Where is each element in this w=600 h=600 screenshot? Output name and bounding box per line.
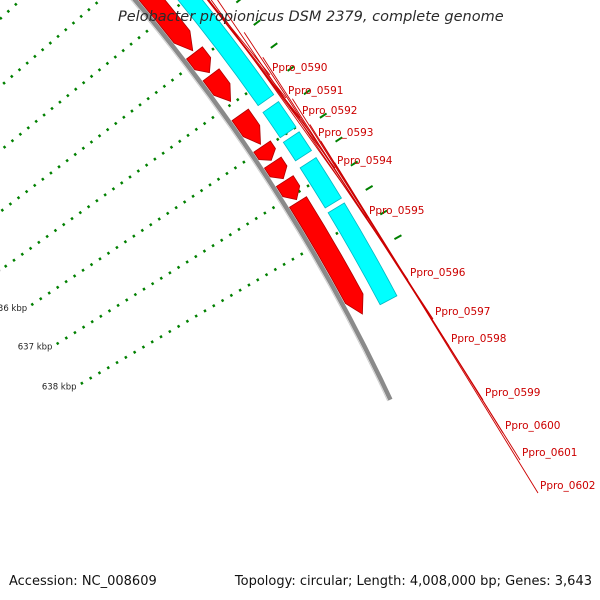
gene-leader-line: [207, 0, 287, 99]
gene-label: Ppro_0596: [410, 267, 466, 279]
cyan-feature-block: [327, 202, 398, 306]
cyan-feature-block: [262, 101, 297, 139]
minor-tick: [303, 88, 312, 96]
gene-leader-line: [334, 162, 539, 494]
gene-label: Ppro_0590: [272, 62, 327, 74]
scale-labels: 629 kbp630 kbp631 kbp632 kbp633 kbp634 k…: [0, 266, 77, 393]
minor-tick: [350, 160, 359, 167]
gene-label: Ppro_0592: [302, 105, 357, 117]
gene-label: Ppro_0602: [540, 480, 595, 492]
gene-label-leaders: [206, 0, 539, 494]
cyan-feature-block: [299, 157, 342, 209]
scale-label: 637 kbp: [18, 343, 53, 353]
scale-label: 636 kbp: [0, 304, 27, 314]
gene-label: Ppro_0600: [505, 420, 560, 432]
gene-leader-line: [207, 0, 271, 76]
cds-arrow: [288, 196, 364, 315]
minor-tick: [286, 65, 295, 72]
gene-label: Ppro_0598: [451, 333, 506, 345]
tick-line: [0, 0, 23, 21]
minor-tick: [335, 136, 343, 143]
gene-labels: Ppro_0590 Ppro_0591 Ppro_0592 Ppro_0593 Ppro…: [272, 62, 595, 492]
accession-text: Accession: NC_008609: [9, 574, 157, 589]
backbone-line: [132, 0, 393, 401]
backbone-highlight: [130, 0, 389, 402]
cds-arrow: [231, 108, 261, 145]
cds-arrow: [202, 68, 232, 102]
cds-arrow: [263, 156, 288, 180]
cyan-feature-block: [282, 131, 313, 162]
minor-tick: [253, 19, 261, 26]
minor-tick: [235, 0, 242, 4]
outer-feature-ring: [177, 0, 398, 306]
gene-label: Ppro_0601: [522, 447, 577, 459]
minor-tick: [365, 184, 374, 191]
gene-label: Ppro_0595: [369, 205, 424, 217]
backbone-ring: [130, 0, 393, 402]
genome-summary-text: Topology: circular; Length: 4,008,000 bp…: [234, 574, 592, 589]
gene-label: Ppro_0599: [485, 387, 540, 399]
cds-arrow: [138, 0, 194, 52]
gene-label: Ppro_0594: [337, 155, 393, 167]
tick-line: [0, 0, 48, 56]
minor-tick: [319, 112, 328, 119]
map-title: Pelobacter propionicus DSM 2379, complet…: [118, 9, 504, 25]
gene-leader-line: [207, 0, 317, 141]
tick-line: [3, 75, 271, 268]
minor-tick: [393, 234, 402, 241]
cyan-feature-block: [177, 0, 275, 107]
cds-arrow: [253, 140, 276, 161]
cds-arrow: [275, 175, 301, 201]
gene-label: Ppro_0591: [288, 85, 343, 97]
gene-label: Ppro_0597: [435, 306, 490, 318]
tick-line: [0, 0, 88, 89]
gene-label: Ppro_0593: [318, 127, 373, 139]
minor-tick: [379, 209, 388, 216]
tick-marks: [235, 0, 402, 241]
cds-ring: [138, 0, 364, 315]
minor-tick: [270, 42, 278, 49]
cds-arrow: [185, 46, 212, 74]
scale-label: 638 kbp: [42, 382, 77, 392]
scale-label: 635 kbp: [0, 266, 1, 276]
